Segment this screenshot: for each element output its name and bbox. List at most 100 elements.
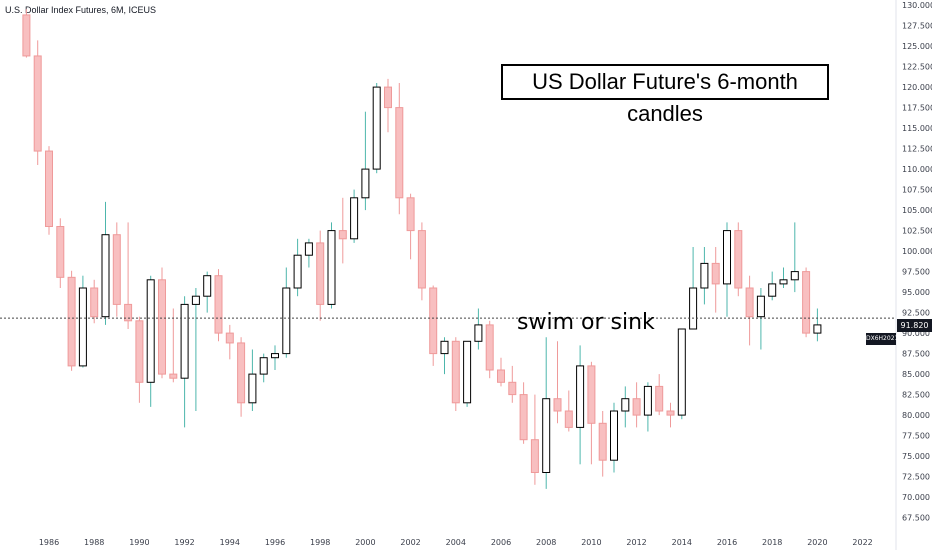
candle-up[interactable]: [474, 324, 483, 342]
candle-up[interactable]: [372, 86, 381, 170]
candle-up[interactable]: [293, 254, 302, 289]
candle-up[interactable]: [689, 287, 698, 330]
candle-down[interactable]: [90, 287, 99, 318]
x-tick-label: 2012: [626, 538, 646, 547]
y-tick-label: 125.000: [902, 42, 932, 51]
y-tick-label: 75.000: [902, 452, 930, 461]
candle-up[interactable]: [700, 262, 709, 289]
candle-up[interactable]: [191, 295, 200, 305]
candle-up[interactable]: [790, 271, 799, 281]
candle-up[interactable]: [542, 398, 551, 474]
y-tick-label: 117.500: [902, 104, 932, 113]
x-tick-label: 2014: [672, 538, 692, 547]
candle-up[interactable]: [643, 385, 652, 416]
candle-down[interactable]: [655, 385, 664, 412]
candle-down[interactable]: [384, 86, 392, 109]
y-tick-label: 80.000: [902, 411, 930, 420]
y-tick-label: 122.500: [902, 63, 932, 72]
candle-down[interactable]: [316, 242, 325, 305]
candle-down[interactable]: [135, 320, 144, 383]
y-tick-label: 97.500: [902, 268, 930, 277]
candle-down[interactable]: [112, 234, 121, 305]
text-annotation[interactable]: swim or sink: [517, 310, 655, 335]
candle-up[interactable]: [361, 168, 370, 199]
candle-up[interactable]: [146, 279, 155, 383]
y-tick-label: 90.000: [902, 329, 930, 338]
candle-up[interactable]: [101, 234, 110, 318]
candle-up[interactable]: [327, 230, 336, 305]
candle-down[interactable]: [587, 365, 596, 424]
candle-down[interactable]: [225, 332, 234, 344]
candle-down[interactable]: [508, 381, 517, 396]
candle-down[interactable]: [530, 439, 539, 474]
candle-down[interactable]: [519, 394, 528, 441]
candle-down[interactable]: [745, 287, 754, 318]
candle-down[interactable]: [497, 369, 505, 383]
candle-down[interactable]: [67, 276, 76, 367]
y-tick-label: 82.500: [902, 391, 930, 400]
candle-down[interactable]: [395, 107, 404, 199]
candle-down[interactable]: [45, 150, 53, 227]
candle-down[interactable]: [429, 287, 438, 355]
time-axis: 1986 1988 1990 1992 1994 1996 1998 2000 2002 2004…: [39, 538, 873, 547]
candle-up[interactable]: [610, 410, 618, 461]
candle-down[interactable]: [553, 398, 562, 412]
candle-up[interactable]: [78, 287, 87, 367]
candle-down[interactable]: [22, 14, 31, 57]
candle-up[interactable]: [813, 324, 822, 334]
y-tick-label: 130.000: [902, 1, 932, 10]
x-tick-label: 1990: [129, 538, 149, 547]
y-tick-label: 92.500: [902, 309, 930, 318]
candle-up[interactable]: [203, 275, 212, 297]
candle-up[interactable]: [248, 373, 257, 404]
y-tick-label: 105.000: [902, 206, 932, 215]
x-tick-label: 2002: [400, 538, 420, 547]
symbol-title: U.S. Dollar Index Futures, 6M, ICEUS: [5, 5, 156, 15]
candle-up[interactable]: [350, 197, 359, 240]
candle-up[interactable]: [463, 340, 472, 404]
candle-up[interactable]: [304, 242, 313, 256]
y-tick-label: 72.500: [902, 473, 930, 482]
candle-down[interactable]: [734, 230, 743, 289]
candle-up[interactable]: [723, 230, 731, 285]
y-tick-label: 70.000: [902, 493, 930, 502]
candle-down[interactable]: [237, 342, 246, 404]
candle-up[interactable]: [440, 340, 449, 355]
candle-up[interactable]: [677, 328, 686, 416]
candle-up[interactable]: [180, 303, 189, 379]
candle-down[interactable]: [158, 279, 166, 375]
candle-down[interactable]: [124, 303, 133, 322]
candle-down[interactable]: [406, 197, 415, 232]
candle-down[interactable]: [214, 275, 223, 334]
candle-down[interactable]: [338, 230, 347, 240]
y-tick-label: 115.000: [902, 124, 932, 133]
candle-up[interactable]: [768, 283, 777, 297]
candle-down[interactable]: [451, 340, 460, 404]
candle-down[interactable]: [169, 373, 178, 379]
title-annotation[interactable]: US Dollar Future's 6-month candles: [501, 64, 829, 126]
candle-down[interactable]: [666, 410, 675, 416]
candle-down[interactable]: [564, 410, 573, 428]
candle-up[interactable]: [621, 398, 630, 412]
candle-up[interactable]: [259, 357, 268, 375]
candle-down[interactable]: [56, 226, 65, 278]
candle-up[interactable]: [576, 365, 585, 428]
candle-down[interactable]: [632, 398, 641, 416]
candle-up[interactable]: [271, 353, 279, 359]
candle-up[interactable]: [779, 279, 788, 285]
candle-down[interactable]: [417, 230, 426, 289]
y-tick-label: 112.500: [902, 145, 932, 154]
y-tick-label: 85.000: [902, 370, 930, 379]
candle-up[interactable]: [282, 287, 291, 355]
candle-up[interactable]: [756, 295, 765, 318]
candle-down[interactable]: [33, 55, 42, 152]
candle-down[interactable]: [485, 324, 494, 371]
candle-down[interactable]: [598, 422, 607, 461]
x-tick-label: 1994: [220, 538, 240, 547]
x-tick-label: 1988: [84, 538, 104, 547]
y-tick-label: 110.000: [902, 165, 932, 174]
candle-down[interactable]: [711, 262, 720, 285]
x-tick-label: 1992: [174, 538, 194, 547]
candle-down[interactable]: [802, 271, 811, 334]
